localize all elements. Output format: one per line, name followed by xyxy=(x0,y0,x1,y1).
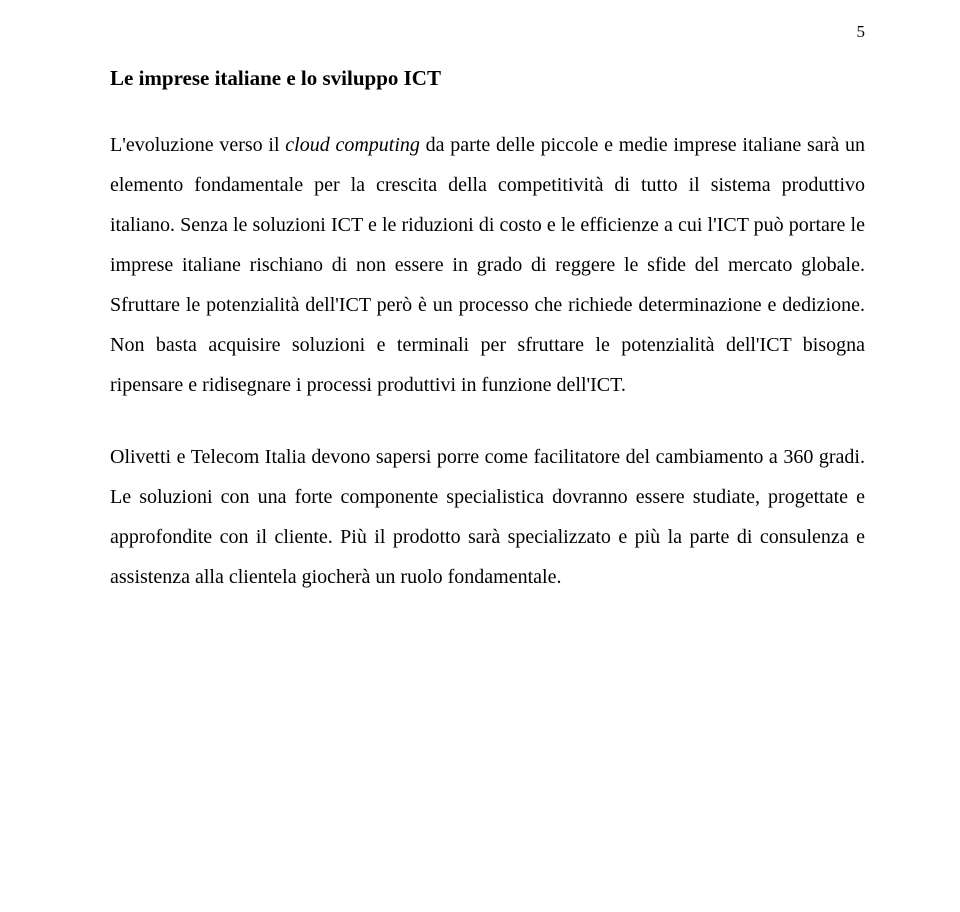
paragraph-2: Olivetti e Telecom Italia devono sapersi… xyxy=(110,437,865,597)
paragraph-1-italic: cloud computing xyxy=(285,134,420,156)
paragraph-1-part-a: L'evoluzione verso il xyxy=(110,134,285,156)
paragraph-1-part-b: da parte delle piccole e medie imprese i… xyxy=(110,134,865,396)
section-title: Le imprese italiane e lo sviluppo ICT xyxy=(110,66,865,91)
page-number: 5 xyxy=(857,22,866,42)
document-page: 5 Le imprese italiane e lo sviluppo ICT … xyxy=(0,0,960,912)
paragraph-1: L'evoluzione verso il cloud computing da… xyxy=(110,125,865,405)
